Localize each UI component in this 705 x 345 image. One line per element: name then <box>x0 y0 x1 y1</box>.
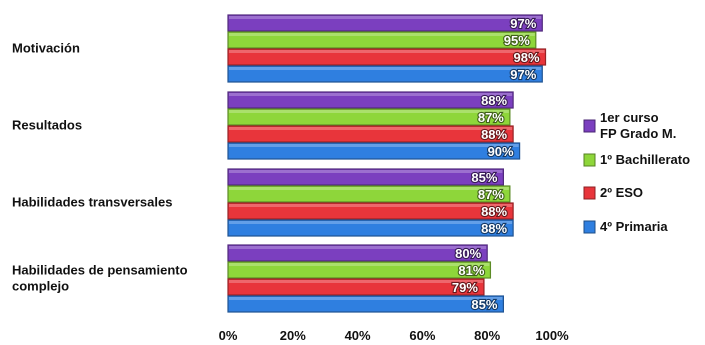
bar-highlight <box>229 246 487 249</box>
category-label-line: Resultados <box>12 118 82 133</box>
bar-highlight <box>229 93 513 96</box>
bar-highlight <box>229 16 542 19</box>
bar-highlight <box>229 187 509 190</box>
data-label: 95% <box>504 33 530 48</box>
data-label: 79% <box>452 280 478 295</box>
bar-highlight <box>229 50 545 53</box>
category-label: Habilidades transversales <box>12 195 172 210</box>
bar <box>227 91 514 109</box>
legend-label: 4º Primaria <box>600 219 668 234</box>
bar <box>227 14 543 32</box>
legend-swatch <box>583 220 596 234</box>
data-label: 88% <box>481 93 507 108</box>
data-label: 81% <box>458 263 484 278</box>
bar <box>227 185 511 203</box>
bar <box>227 278 485 296</box>
bar-highlight <box>229 33 535 36</box>
x-axis: 0% 20% 40% 60% 80% 100% <box>219 328 569 343</box>
bar-highlight <box>229 67 542 70</box>
data-label: 80% <box>455 246 481 261</box>
data-label: 85% <box>471 170 497 185</box>
bar-highlight <box>229 263 490 266</box>
x-tick-label: 0% <box>219 328 238 343</box>
x-tick-label: 80% <box>474 328 500 343</box>
data-labels: 97%95%98%97%88%87%88%90%85%87%88%88%80%8… <box>451 15 541 313</box>
bar <box>227 295 504 313</box>
bar-highlight <box>229 221 513 224</box>
category-label: Motivación <box>12 41 80 56</box>
bar <box>227 219 514 237</box>
bar <box>227 142 521 160</box>
bar <box>227 48 547 66</box>
category-label-line: complejo <box>12 279 69 294</box>
bar <box>227 202 514 220</box>
data-label: 88% <box>481 127 507 142</box>
category-label: Resultados <box>12 118 82 133</box>
bar-highlight <box>229 170 503 173</box>
data-label: 97% <box>510 67 536 82</box>
bar-highlight <box>229 297 503 300</box>
legend-label: 1er curso FP Grado M. <box>600 110 676 141</box>
legend-label-line: 2º ESO <box>600 185 643 200</box>
bar <box>227 65 543 83</box>
data-label: 90% <box>488 144 514 159</box>
x-tick-label: 100% <box>535 328 569 343</box>
legend: 1er curso FP Grado M. 1º Bachillerato 2º ES… <box>583 110 690 234</box>
bar-highlight <box>229 110 509 113</box>
category-label-line: Habilidades de pensamiento <box>12 263 188 278</box>
category-labels: Motivación Resultados Habilidades transver… <box>12 41 188 294</box>
bar <box>227 261 492 279</box>
legend-swatch <box>583 186 596 200</box>
bar-highlight <box>229 204 513 207</box>
bar-highlight <box>229 144 519 147</box>
bar-highlight <box>229 280 483 283</box>
legend-swatch <box>583 153 596 167</box>
data-label: 98% <box>513 50 539 65</box>
data-label: 88% <box>481 221 507 236</box>
data-label: 88% <box>481 204 507 219</box>
bar <box>227 31 537 49</box>
legend-label: 2º ESO <box>600 185 643 200</box>
legend-label: 1º Bachillerato <box>600 152 690 167</box>
legend-label-line: 4º Primaria <box>600 219 668 234</box>
bars <box>227 14 547 313</box>
bar <box>227 125 514 143</box>
category-label-line: Habilidades transversales <box>12 195 172 210</box>
bar <box>227 168 504 186</box>
data-label: 97% <box>510 16 536 31</box>
data-label: 87% <box>478 110 504 125</box>
bar-highlight <box>229 127 513 130</box>
legend-swatch <box>583 119 596 133</box>
bar <box>227 244 488 262</box>
data-label: 85% <box>471 297 497 312</box>
legend-label-line: FP Grado M. <box>600 126 676 141</box>
x-tick-label: 40% <box>345 328 371 343</box>
data-label: 87% <box>478 187 504 202</box>
category-label: Habilidades de pensamiento complejo <box>12 263 188 294</box>
legend-label-line: 1º Bachillerato <box>600 152 690 167</box>
x-tick-label: 20% <box>280 328 306 343</box>
category-label-line: Motivación <box>12 41 80 56</box>
legend-label-line: 1er curso <box>600 110 659 125</box>
bar <box>227 108 511 126</box>
x-tick-label: 60% <box>409 328 435 343</box>
